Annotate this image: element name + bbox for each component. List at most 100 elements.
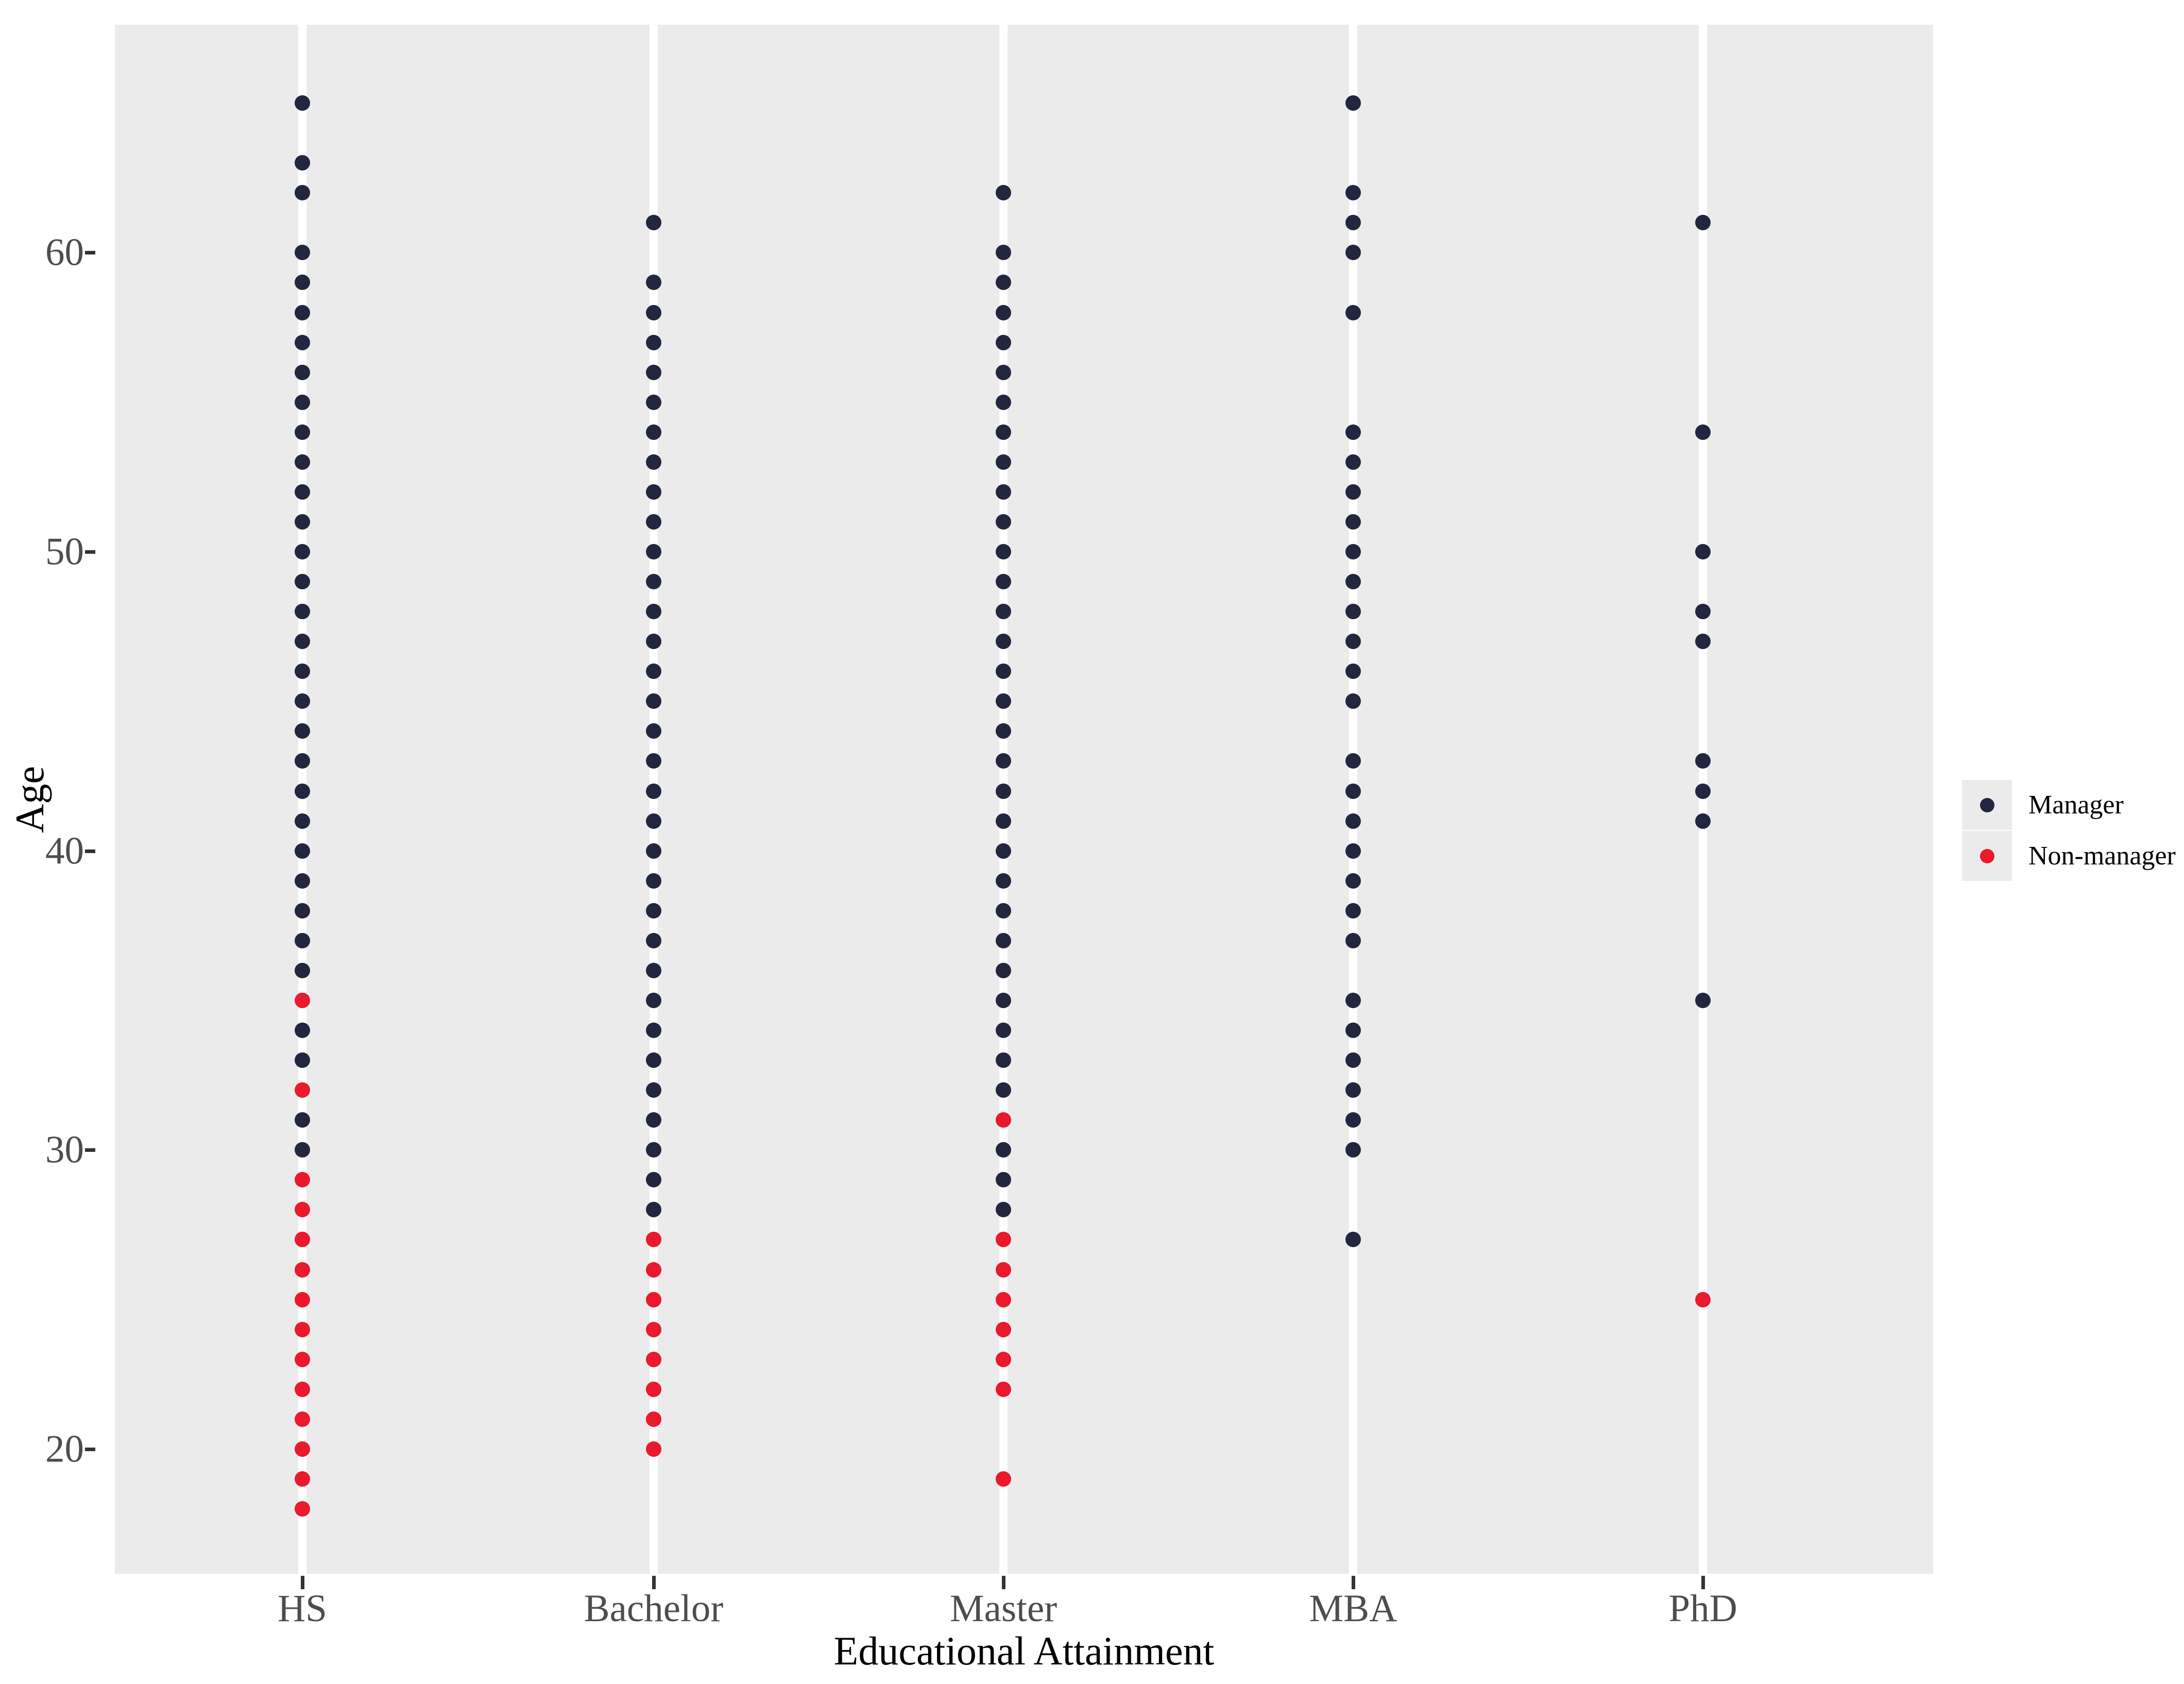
data-point-bachelor-41-manager: [645, 813, 661, 829]
data-point-hs-23-non-manager: [294, 1351, 310, 1367]
data-point-mba-50-manager: [1345, 544, 1361, 560]
data-point-phd-43-manager: [1695, 753, 1711, 769]
data-point-master-39-manager: [996, 873, 1012, 889]
data-point-bachelor-25-non-manager: [645, 1291, 661, 1307]
data-point-hs-25-non-manager: [294, 1291, 310, 1307]
data-point-bachelor-42-manager: [645, 783, 661, 799]
data-point-master-44-manager: [996, 723, 1012, 739]
data-point-bachelor-54-manager: [645, 424, 661, 440]
data-point-bachelor-28-manager: [645, 1202, 661, 1218]
data-point-bachelor-51-manager: [645, 514, 661, 530]
data-point-master-28-manager: [996, 1202, 1012, 1218]
data-point-master-42-manager: [996, 783, 1012, 799]
data-point-bachelor-58-manager: [645, 304, 661, 320]
data-point-hs-22-non-manager: [294, 1381, 310, 1397]
data-point-master-62-manager: [996, 185, 1012, 201]
data-point-master-25-non-manager: [996, 1291, 1012, 1307]
data-point-hs-26-non-manager: [294, 1262, 310, 1278]
y-axis-title: Age: [7, 766, 52, 833]
y-tick-label-60: 60: [45, 231, 84, 274]
data-point-mba-39-manager: [1345, 873, 1361, 889]
data-point-bachelor-40-manager: [645, 843, 661, 859]
x-axis-title: Educational Attainment: [833, 1628, 1215, 1673]
data-point-mba-37-manager: [1345, 932, 1361, 948]
data-point-hs-54-manager: [294, 424, 310, 440]
data-point-master-41-manager: [996, 813, 1012, 829]
data-point-mba-35-manager: [1345, 992, 1361, 1008]
data-point-hs-53-manager: [294, 454, 310, 470]
data-point-mba-51-manager: [1345, 514, 1361, 530]
data-point-bachelor-49-manager: [645, 574, 661, 590]
data-point-mba-45-manager: [1345, 693, 1361, 709]
y-tick-mark-50: [85, 550, 95, 554]
x-tick-mark-mba: [1351, 1576, 1355, 1589]
manager-dot-icon: [1980, 797, 1994, 812]
data-point-hs-58-manager: [294, 304, 310, 320]
data-point-master-38-manager: [996, 903, 1012, 918]
legend-label-manager: Manager: [2028, 790, 2124, 820]
data-point-phd-47-manager: [1695, 634, 1711, 650]
data-point-bachelor-34-manager: [645, 1023, 661, 1039]
data-point-hs-55-manager: [294, 394, 310, 410]
data-point-bachelor-20-non-manager: [645, 1441, 661, 1457]
data-point-bachelor-39-manager: [645, 873, 661, 889]
data-point-master-49-manager: [996, 574, 1012, 590]
data-point-bachelor-48-manager: [645, 604, 661, 620]
data-point-master-43-manager: [996, 753, 1012, 769]
data-point-hs-42-manager: [294, 783, 310, 799]
data-point-bachelor-50-manager: [645, 544, 661, 560]
data-point-master-50-manager: [996, 544, 1012, 560]
data-point-bachelor-35-manager: [645, 992, 661, 1008]
data-point-hs-27-non-manager: [294, 1232, 310, 1248]
data-point-hs-46-manager: [294, 664, 310, 679]
data-point-bachelor-30-manager: [645, 1142, 661, 1158]
data-point-master-52-manager: [996, 484, 1012, 500]
data-point-hs-30-manager: [294, 1142, 310, 1158]
data-point-hs-37-manager: [294, 932, 310, 948]
data-point-bachelor-59-manager: [645, 275, 661, 291]
data-point-master-59-manager: [996, 275, 1012, 291]
data-point-mba-30-manager: [1345, 1142, 1361, 1158]
data-point-hs-28-non-manager: [294, 1202, 310, 1218]
data-point-master-29-manager: [996, 1172, 1012, 1188]
data-point-mba-46-manager: [1345, 664, 1361, 679]
data-point-master-37-manager: [996, 932, 1012, 948]
data-point-hs-51-manager: [294, 514, 310, 530]
data-point-phd-25-non-manager: [1695, 1291, 1711, 1307]
data-point-bachelor-47-manager: [645, 634, 661, 650]
data-point-master-31-non-manager: [996, 1112, 1012, 1128]
data-point-mba-33-manager: [1345, 1052, 1361, 1068]
x-tick-mark-phd: [1701, 1576, 1705, 1589]
data-point-hs-19-non-manager: [294, 1471, 310, 1487]
data-point-master-22-non-manager: [996, 1381, 1012, 1397]
data-point-phd-42-manager: [1695, 783, 1711, 799]
data-point-bachelor-43-manager: [645, 753, 661, 769]
data-point-master-60-manager: [996, 245, 1012, 261]
y-tick-mark-60: [85, 251, 95, 255]
gridline-phd: [1699, 25, 1708, 1574]
data-point-bachelor-23-non-manager: [645, 1351, 661, 1367]
data-point-phd-61-manager: [1695, 215, 1711, 231]
data-point-hs-29-non-manager: [294, 1172, 310, 1188]
data-point-master-48-manager: [996, 604, 1012, 620]
data-point-hs-24-non-manager: [294, 1321, 310, 1337]
data-point-hs-36-manager: [294, 962, 310, 978]
data-point-master-46-manager: [996, 664, 1012, 679]
data-point-phd-35-manager: [1695, 992, 1711, 1008]
data-point-hs-41-manager: [294, 813, 310, 829]
data-point-master-26-non-manager: [996, 1262, 1012, 1278]
data-point-hs-43-manager: [294, 753, 310, 769]
data-point-hs-60-manager: [294, 245, 310, 261]
data-point-mba-65-manager: [1345, 95, 1361, 111]
data-point-hs-56-manager: [294, 364, 310, 380]
data-point-hs-35-non-manager: [294, 992, 310, 1008]
data-point-hs-21-non-manager: [294, 1411, 310, 1427]
data-point-bachelor-61-manager: [645, 215, 661, 231]
data-point-hs-59-manager: [294, 275, 310, 291]
data-point-bachelor-45-manager: [645, 693, 661, 709]
x-tick-label-hs: HS: [278, 1587, 327, 1630]
non-manager-dot-icon: [1980, 848, 1994, 863]
data-point-master-58-manager: [996, 304, 1012, 320]
data-point-master-51-manager: [996, 514, 1012, 530]
